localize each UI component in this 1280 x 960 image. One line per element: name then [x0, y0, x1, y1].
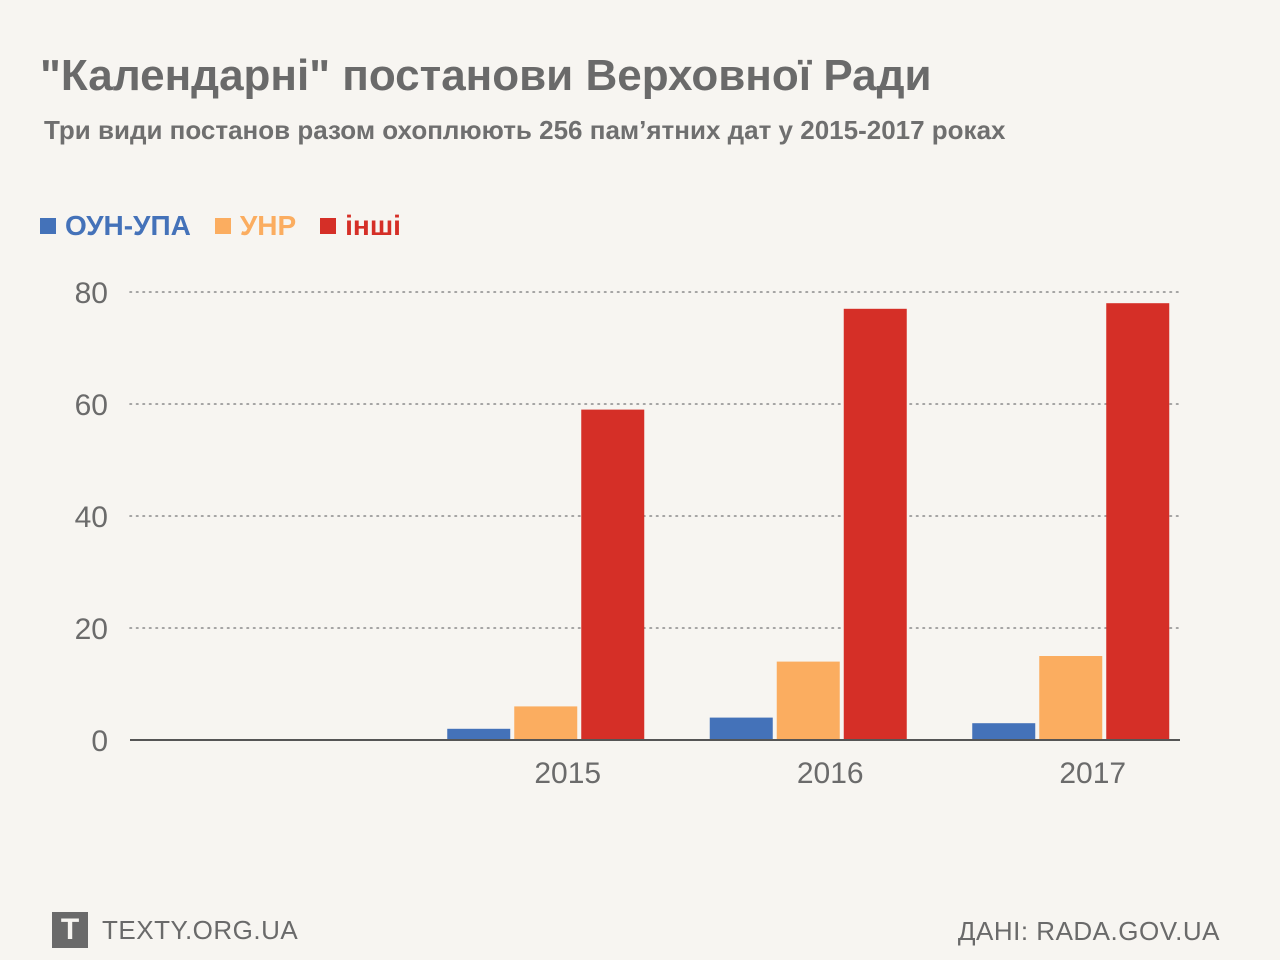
bar-2015-other — [581, 409, 645, 740]
bar-2017-other — [1106, 303, 1170, 740]
chart-subtitle: Три види постанов разом охоплюють 256 па… — [44, 115, 1006, 145]
x-tick-label: 2016 — [797, 757, 864, 790]
site-name: TEXTY.ORG.UA — [102, 914, 299, 945]
y-tick-label: 40 — [75, 501, 108, 534]
chart-title: "Календарні" постанови Верховної Ради — [40, 51, 932, 100]
y-tick-label: 60 — [75, 389, 108, 422]
legend: ОУН-УПА УНР інші — [40, 210, 425, 242]
legend-label-other: інші — [345, 210, 401, 241]
bar-2015-oun-upa — [447, 728, 511, 740]
bar-2015-unr — [514, 706, 578, 740]
bar-2017-unr — [1039, 656, 1103, 740]
texty-logo: T — [52, 912, 88, 948]
bar-2017-oun-upa — [972, 723, 1036, 740]
bar-2016-other — [843, 308, 907, 740]
footer-brand: T TEXTY.ORG.UA — [52, 912, 298, 948]
legend-item-unr: УНР — [214, 210, 297, 242]
data-source: ДАНІ: RADA.GOV.UA — [957, 916, 1220, 946]
y-tick-label: 0 — [91, 725, 108, 758]
legend-label-oun-upa: ОУН-УПА — [65, 210, 191, 241]
legend-swatch-other — [320, 218, 337, 234]
y-tick-label: 80 — [75, 277, 108, 310]
legend-item-other: інші — [320, 210, 401, 242]
y-tick-label: 20 — [75, 613, 108, 646]
bar-2016-oun-upa — [709, 717, 773, 740]
legend-swatch-oun-upa — [40, 218, 56, 234]
legend-item-oun-upa: ОУН-УПА — [40, 210, 191, 242]
legend-swatch-unr — [214, 218, 231, 234]
bar-2016-unr — [776, 661, 840, 740]
x-tick-label: 2017 — [1059, 757, 1126, 790]
x-tick-label: 2015 — [534, 757, 601, 790]
legend-label-unr: УНР — [239, 210, 297, 241]
